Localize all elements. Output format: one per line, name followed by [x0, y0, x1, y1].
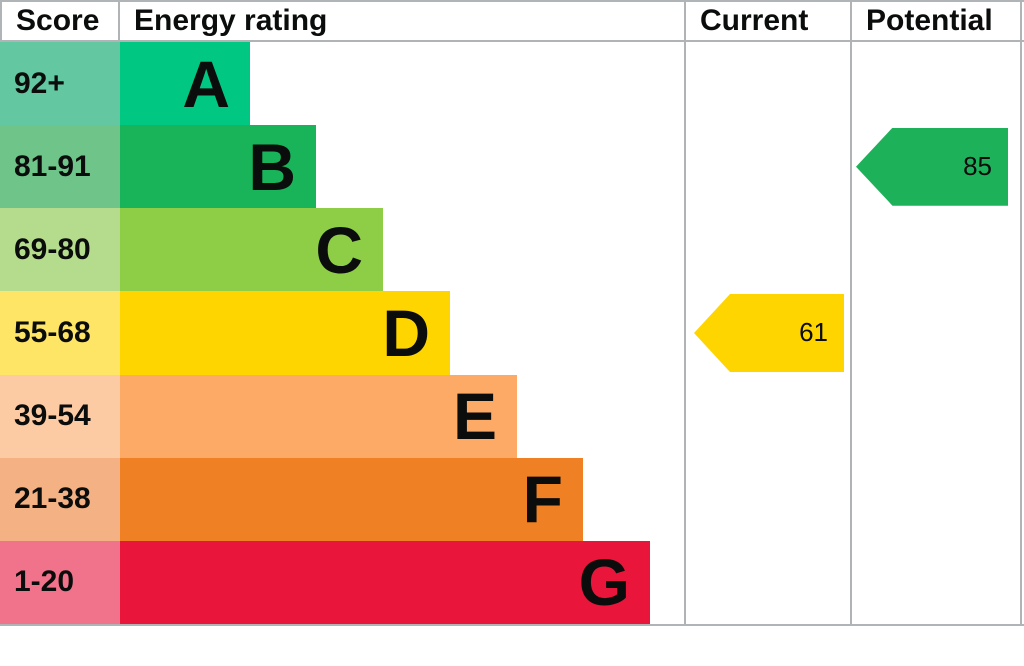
potential-cell-a — [850, 42, 1022, 126]
header-score: Score — [0, 2, 120, 40]
potential-cell-e — [850, 374, 1022, 458]
bar-area-e: E — [120, 374, 684, 458]
band-row-c: 69-80 C — [0, 208, 1024, 292]
current-cell-c — [684, 208, 850, 292]
current-cell-g — [684, 540, 850, 624]
header-current: Current — [684, 2, 850, 40]
current-cell-e — [684, 374, 850, 458]
potential-value: 85 — [963, 151, 992, 182]
band-letter-e: E — [452, 379, 497, 454]
band-rows: 92+ A 81-91 B 85 — [0, 42, 1024, 626]
score-cell-a: 92+ — [0, 42, 120, 126]
current-rating-arrow: 61 — [694, 293, 844, 372]
bar-area-c: C — [120, 208, 684, 292]
header-potential: Potential — [850, 2, 1022, 40]
potential-cell-b: 85 — [850, 125, 1022, 209]
band-letter-b: B — [248, 129, 296, 204]
current-value: 61 — [799, 317, 828, 348]
potential-rating-arrow: 85 — [856, 127, 1008, 206]
score-range-a: 92+ — [14, 66, 65, 100]
band-row-b: 81-91 B 85 — [0, 125, 1024, 209]
score-range-d: 55-68 — [14, 315, 91, 349]
band-letter-a: A — [182, 46, 230, 121]
band-row-a: 92+ A — [0, 42, 1024, 126]
header-energy-rating: Energy rating — [120, 2, 684, 40]
bar-area-b: B — [120, 125, 684, 209]
band-row-g: 1-20 G — [0, 540, 1024, 624]
band-row-f: 21-38 F — [0, 457, 1024, 541]
potential-cell-g — [850, 540, 1022, 624]
score-range-f: 21-38 — [14, 482, 91, 516]
score-range-g: 1-20 — [14, 565, 75, 599]
band-letter-c: C — [315, 212, 363, 287]
band-letter-f: F — [522, 462, 563, 537]
score-cell-g: 1-20 — [0, 540, 120, 624]
score-range-c: 69-80 — [14, 232, 91, 266]
current-cell-b — [684, 125, 850, 209]
score-cell-b: 81-91 — [0, 125, 120, 209]
header-potential-label: Potential — [866, 4, 993, 37]
header-energy-rating-label: Energy rating — [134, 4, 328, 37]
header-current-label: Current — [700, 4, 809, 37]
band-letter-g: G — [578, 545, 630, 620]
score-cell-d: 55-68 — [0, 291, 120, 375]
rating-bar-a: A — [120, 42, 250, 126]
band-letter-d: D — [382, 295, 430, 370]
rating-bar-g: G — [120, 540, 650, 624]
rating-bar-f: F — [120, 457, 583, 541]
bar-area-d: D — [120, 291, 684, 375]
score-range-b: 81-91 — [14, 149, 91, 183]
potential-cell-c — [850, 208, 1022, 292]
current-cell-f — [684, 457, 850, 541]
bar-area-a: A — [120, 42, 684, 126]
score-cell-e: 39-54 — [0, 374, 120, 458]
potential-cell-d — [850, 291, 1022, 375]
rating-bar-b: B — [120, 125, 316, 209]
current-cell-a — [684, 42, 850, 126]
rating-bar-d: D — [120, 291, 450, 375]
score-range-e: 39-54 — [14, 399, 91, 433]
current-cell-d: 61 — [684, 291, 850, 375]
score-cell-c: 69-80 — [0, 208, 120, 292]
band-row-d: 55-68 D 61 — [0, 291, 1024, 375]
potential-cell-f — [850, 457, 1022, 541]
bar-area-g: G — [120, 540, 684, 624]
chart-header-row: Score Energy rating Current Potential — [0, 0, 1024, 42]
rating-bar-c: C — [120, 208, 383, 292]
rating-bar-e: E — [120, 374, 517, 458]
header-score-label: Score — [16, 4, 100, 37]
bar-area-f: F — [120, 457, 684, 541]
score-cell-f: 21-38 — [0, 457, 120, 541]
band-row-e: 39-54 E — [0, 374, 1024, 458]
epc-rating-chart: Score Energy rating Current Potential 92… — [0, 0, 1024, 626]
